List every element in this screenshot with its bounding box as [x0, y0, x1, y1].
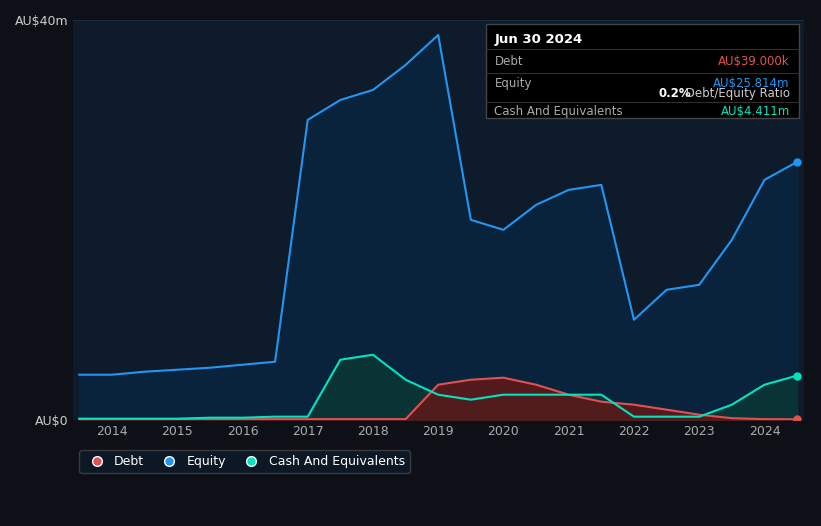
Text: AU$4.411m: AU$4.411m	[721, 105, 790, 118]
Text: Debt/Equity Ratio: Debt/Equity Ratio	[682, 87, 791, 99]
FancyBboxPatch shape	[486, 24, 799, 118]
Text: Debt: Debt	[494, 55, 523, 68]
Legend: Debt, Equity, Cash And Equivalents: Debt, Equity, Cash And Equivalents	[79, 450, 410, 473]
Text: Equity: Equity	[494, 77, 532, 89]
Text: AU$39.000k: AU$39.000k	[718, 55, 790, 68]
Text: Cash And Equivalents: Cash And Equivalents	[494, 105, 623, 118]
Text: AU$25.814m: AU$25.814m	[713, 77, 790, 89]
Text: Jun 30 2024: Jun 30 2024	[494, 33, 583, 46]
Text: 0.2%: 0.2%	[658, 87, 690, 99]
